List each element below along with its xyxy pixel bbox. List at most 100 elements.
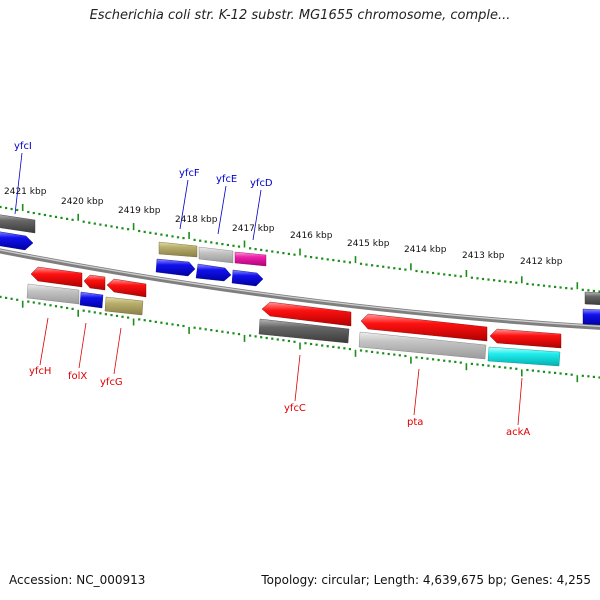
- feature-cyan-ackA[interactable]: [487, 346, 561, 367]
- gene-arrow-folX[interactable]: [83, 274, 106, 291]
- gene-arrow-yfcI[interactable]: [0, 231, 34, 251]
- gene-label-folX[interactable]: folX: [68, 371, 87, 382]
- minor-tick: [376, 264, 379, 268]
- map-title: Escherichia coli str. K-12 substr. MG165…: [89, 8, 511, 23]
- minor-tick: [581, 374, 584, 377]
- major-tick: [188, 232, 190, 239]
- minor-tick: [459, 361, 462, 364]
- feature-light-gray-pta[interactable]: [358, 331, 487, 360]
- minor-tick: [487, 364, 490, 367]
- minor-tick: [27, 210, 30, 214]
- minor-tick: [38, 212, 41, 216]
- major-tick: [410, 263, 412, 271]
- leader-line-folX: [78, 322, 87, 369]
- minor-tick: [359, 349, 363, 352]
- leader-line-pta: [413, 368, 420, 416]
- minor-tick: [382, 265, 385, 268]
- gene-label-yfcE[interactable]: yfcE: [216, 174, 237, 185]
- gene-arrow-yfcE[interactable]: [195, 263, 232, 282]
- minor-tick: [149, 231, 152, 234]
- minor-tick: [49, 304, 52, 307]
- minor-tick: [121, 227, 124, 230]
- gene-label-yfcF[interactable]: yfcF: [179, 168, 200, 179]
- major-tick: [243, 334, 246, 342]
- gene-label-ackA[interactable]: ackA: [506, 427, 530, 438]
- minor-tick: [443, 273, 446, 276]
- scale-label: 2412 kbp: [520, 257, 563, 267]
- minor-tick: [542, 370, 546, 373]
- minor-tick: [398, 354, 401, 357]
- minor-tick: [548, 371, 551, 374]
- minor-tick: [104, 224, 107, 227]
- minor-tick: [382, 352, 385, 355]
- minor-tick: [276, 251, 279, 254]
- minor-tick: [165, 322, 168, 325]
- major-tick: [132, 318, 135, 326]
- gene-arrow-yfcG[interactable]: [106, 278, 147, 298]
- scale-label: 2415 kbp: [347, 239, 390, 249]
- gene-label-yfcG[interactable]: yfcG: [100, 377, 123, 388]
- gene-arrow-ackA[interactable]: [489, 328, 562, 349]
- feature-dark-gray-left[interactable]: [0, 214, 36, 234]
- minor-tick: [293, 340, 296, 343]
- minor-tick: [43, 303, 46, 306]
- minor-tick: [365, 263, 368, 266]
- feature-dark-gray-right[interactable]: [584, 291, 600, 305]
- major-tick: [243, 240, 246, 248]
- minor-tick: [398, 267, 401, 270]
- minor-tick: [165, 234, 168, 237]
- major-tick: [354, 256, 357, 264]
- feature-khaki-yfcG[interactable]: [104, 296, 144, 316]
- gene-arrow-yfcH[interactable]: [30, 266, 83, 288]
- feature-dark-gray-yfcC[interactable]: [258, 318, 350, 344]
- feature-blue-folX[interactable]: [79, 291, 104, 309]
- minor-tick: [93, 222, 96, 225]
- gene-label-yfcH[interactable]: yfcH: [29, 366, 51, 377]
- minor-tick: [0, 295, 2, 298]
- gene-arrow-pta[interactable]: [360, 313, 488, 342]
- major-tick: [299, 248, 301, 256]
- minor-tick: [171, 323, 174, 326]
- minor-tick: [49, 214, 52, 218]
- feature-light-gray-forward[interactable]: [198, 246, 234, 264]
- gene-arrow-yfcD[interactable]: [231, 269, 264, 287]
- major-tick: [521, 369, 523, 377]
- major-tick: [521, 276, 523, 284]
- minor-tick: [565, 373, 568, 376]
- minor-tick: [448, 360, 451, 363]
- gene-arrow-yfcF[interactable]: [155, 258, 196, 277]
- minor-tick: [110, 225, 113, 228]
- scale-label: 2417 kbp: [232, 224, 275, 234]
- gene-arrow-yfcC[interactable]: [261, 301, 352, 327]
- major-tick: [576, 282, 579, 290]
- leader-line-yfcC: [294, 354, 301, 402]
- scale-label: 2420 kbp: [61, 197, 104, 207]
- minor-tick: [304, 255, 307, 258]
- minor-tick: [454, 274, 457, 277]
- feature-khaki-forward[interactable]: [158, 241, 198, 258]
- minor-tick: [110, 314, 113, 317]
- gene-arrow-right-edge[interactable]: [582, 308, 600, 325]
- minor-tick: [282, 252, 285, 255]
- minor-tick: [260, 336, 263, 339]
- leader-line-ackA: [517, 377, 523, 426]
- feature-light-gray-yfcH[interactable]: [26, 283, 80, 305]
- minor-tick: [515, 281, 518, 284]
- gene-label-yfcD[interactable]: yfcD: [250, 178, 273, 189]
- minor-tick: [66, 306, 69, 310]
- gene-label-yfcC[interactable]: yfcC: [284, 403, 306, 414]
- minor-tick: [548, 285, 551, 288]
- minor-tick: [559, 372, 562, 375]
- minor-tick: [249, 334, 252, 337]
- leader-line-yfcD: [252, 189, 262, 241]
- gene-label-yfcI[interactable]: yfcI: [14, 141, 32, 152]
- scale-label: 2413 kbp: [462, 251, 505, 261]
- gene-label-pta[interactable]: pta: [407, 417, 423, 428]
- scale-ticks-outer: [0, 204, 600, 293]
- minor-tick: [66, 217, 69, 220]
- leader-line-yfcF: [179, 179, 189, 230]
- minor-tick: [265, 249, 268, 252]
- minor-tick: [526, 282, 529, 285]
- minor-tick: [531, 283, 534, 286]
- feature-pink-forward[interactable]: [234, 251, 267, 267]
